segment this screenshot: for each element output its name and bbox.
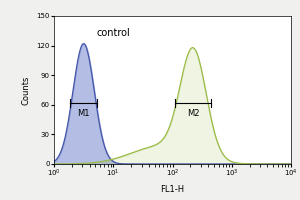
X-axis label: FL1-H: FL1-H — [160, 185, 184, 194]
Text: control: control — [97, 28, 130, 38]
Y-axis label: Counts: Counts — [22, 75, 31, 105]
Text: M2: M2 — [187, 109, 200, 118]
Text: M1: M1 — [77, 109, 90, 118]
